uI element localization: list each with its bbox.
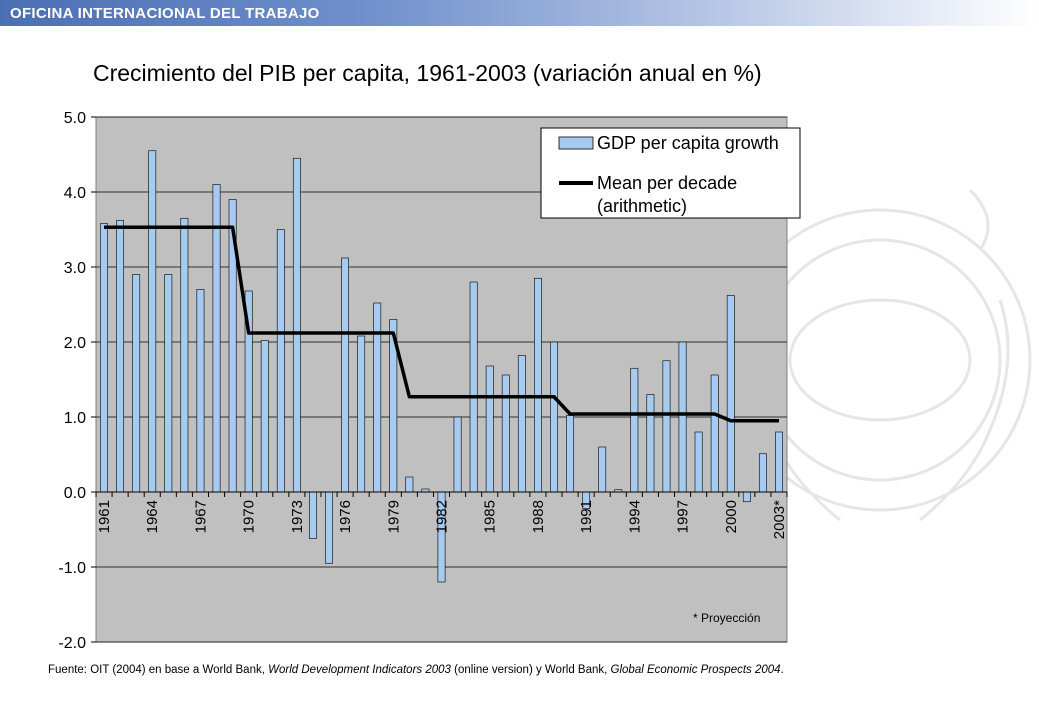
bar-1997	[678, 341, 687, 493]
bar-1989	[550, 341, 558, 493]
legend-bar-swatch	[558, 136, 594, 150]
bar-1992	[598, 446, 607, 493]
y-tick-label: 3.0	[64, 260, 86, 277]
bar-1968	[212, 184, 221, 493]
bar-2001	[742, 491, 751, 503]
bar-1994	[630, 367, 639, 493]
gdp-chart: 5.0 4.0 3.0 2.0 1.0 0.0 -1.0 -2.0 1961 1964 1967 1…	[58, 110, 801, 652]
bar-1967	[196, 289, 205, 493]
legend-label-gdp: GDP per capita growth	[597, 133, 779, 153]
bar-1986	[501, 374, 510, 493]
chart-title: Crecimiento del PIB per capita, 1961-200…	[93, 60, 762, 86]
x-tick-label: 1982	[434, 500, 451, 533]
legend-label-mean-sub: (arithmetic)	[597, 196, 687, 216]
y-tick-label: -1.0	[58, 560, 86, 577]
y-tick-label: 0.0	[64, 485, 86, 502]
x-tick-label: 1961	[96, 500, 113, 533]
bar-1963	[132, 274, 141, 493]
x-tick-label: 1991	[578, 500, 595, 533]
bar-1980	[405, 476, 414, 493]
bar-1966	[180, 217, 189, 493]
bar-1977	[357, 335, 366, 493]
x-tick-label: 1970	[241, 500, 258, 533]
bar-1973	[292, 157, 301, 493]
footnote-source-2: Global Economic Prospects 2004	[610, 664, 781, 676]
legend-label-mean: Mean per decade	[597, 173, 737, 193]
x-tick-label: 1997	[675, 500, 692, 533]
bar-1965	[164, 274, 173, 493]
footnote-middle: (online version) y World Bank,	[450, 664, 611, 676]
source-footnote: Fuente: OIT (2004) en base a World Bank,…	[48, 664, 784, 676]
y-tick-label: 4.0	[64, 185, 86, 202]
bar-1987	[517, 355, 526, 493]
bar-1974	[309, 491, 317, 539]
bar-1984	[469, 281, 478, 493]
bar-1971	[260, 340, 269, 493]
x-tick-label: 1973	[289, 500, 306, 533]
y-tick-label: 1.0	[64, 410, 86, 427]
bar-1961	[100, 223, 108, 493]
bar-1972	[276, 229, 285, 493]
bar-1962	[116, 220, 125, 493]
x-tick-label: 2000	[723, 500, 740, 533]
projection-note: * Proyección	[693, 611, 760, 625]
legend: GDP per capita growth Mean per decade (a…	[540, 127, 801, 219]
x-tick-label: 1988	[530, 500, 547, 533]
x-tick-label: 1979	[385, 500, 402, 533]
bar-1988	[534, 277, 542, 493]
x-tick-label: 1994	[626, 500, 643, 533]
x-tick-label: 1964	[144, 500, 161, 533]
bar-2002	[758, 453, 767, 493]
bar-1990	[566, 415, 574, 493]
bar-2000	[726, 295, 735, 493]
bar-2003*	[775, 431, 783, 493]
bar-1985	[485, 365, 494, 493]
bar-1976	[341, 257, 349, 493]
mean-per-decade-line	[104, 225, 779, 423]
bar-1999	[710, 374, 719, 493]
bar-1995	[646, 394, 655, 493]
bar-1996	[662, 360, 671, 493]
header-banner: OFICINA INTERNACIONAL DEL TRABAJO	[0, 0, 1039, 26]
footnote-suffix: .	[780, 664, 784, 676]
bar-1998	[694, 431, 703, 493]
footnote-source-1: World Development Indicators 2003	[268, 664, 451, 676]
bar-1983	[453, 416, 462, 493]
x-tick-label: 1976	[337, 500, 354, 533]
x-tick-label: 1985	[482, 500, 499, 533]
org-name: OFICINA INTERNACIONAL DEL TRABAJO	[10, 5, 320, 22]
footnote-prefix: Fuente: OIT (2004) en base a World Bank,	[48, 664, 269, 676]
bar-1975	[325, 491, 333, 564]
x-tick-label: 2003*	[771, 500, 788, 539]
x-tick-label: 1967	[192, 500, 209, 533]
y-tick-label: 2.0	[64, 335, 86, 352]
y-tick-label: 5.0	[64, 110, 86, 127]
bar-1964	[148, 150, 157, 493]
y-tick-label: -2.0	[58, 635, 86, 652]
